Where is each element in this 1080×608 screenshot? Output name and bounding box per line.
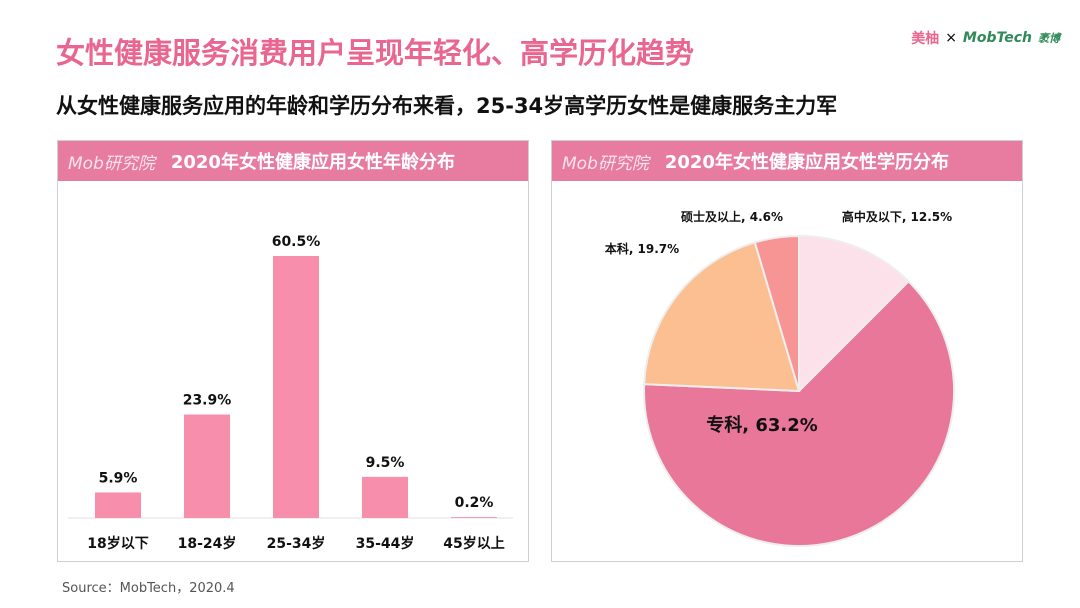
- mobtech-logo: MobTech: [962, 30, 1032, 46]
- bar: [273, 256, 319, 518]
- meiyou-logo: 美柚: [911, 31, 940, 47]
- page-subtitle: 从女性健康服务应用的年龄和学历分布来看，25-34岁高学历女性是健康服务主力军: [56, 94, 838, 118]
- times-sign: ×: [945, 30, 957, 46]
- x-tick-label: 35-44岁: [356, 535, 415, 552]
- x-tick-label: 25-34岁: [267, 535, 326, 552]
- x-tick-label: 18-24岁: [178, 535, 237, 552]
- age-bar-chart: 5.9% 18岁以下 23.9% 18-24岁 60.5% 25-34岁 9.5% 35-44…: [68, 234, 513, 552]
- pie-slice: [798, 234, 911, 394]
- source-note: Source：MobTech，2020.4: [62, 581, 235, 596]
- bar: [184, 414, 230, 518]
- age-chart-title: 2020年女性健康应用女性年龄分布: [170, 152, 455, 173]
- slice-label: 硕士及以上, 4.6%: [681, 209, 783, 224]
- education-pie-chart: 高中及以下, 12.5% 专科, 63.2% 本科, 19.7% 硕士及以上, 4.6…: [605, 209, 955, 547]
- page-title: 女性健康服务消费用户呈现年轻化、高学历化趋势: [56, 36, 695, 70]
- x-tick-label: 45岁以上: [443, 535, 504, 552]
- data-label: 9.5%: [366, 455, 405, 471]
- age-chart-panel: Mob研究院 2020年女性健康应用女性年龄分布 5.9% 18岁以下 23.9% 1…: [57, 140, 529, 562]
- slice-label: 专科, 63.2%: [706, 414, 818, 436]
- mobtech-cn-logo: 袤博: [1038, 32, 1060, 45]
- data-label: 0.2%: [455, 495, 494, 511]
- age-chart-header: Mob研究院 2020年女性健康应用女性年龄分布: [58, 141, 528, 181]
- slice-label: 本科, 19.7%: [605, 241, 679, 256]
- data-label: 60.5%: [272, 234, 321, 250]
- education-chart-title: 2020年女性健康应用女性学历分布: [664, 152, 949, 173]
- partner-logos: 美柚 × MobTech 袤博: [911, 28, 1060, 48]
- education-chart-panel: Mob研究院 2020年女性健康应用女性学历分布 高中及以下, 12.5% 专科,…: [551, 140, 1023, 562]
- x-tick-label: 18岁以下: [87, 535, 148, 552]
- bar: [362, 476, 408, 518]
- pie-slice: [753, 234, 800, 392]
- bar: [95, 492, 141, 518]
- slice-label: 高中及以下, 12.5%: [842, 209, 952, 224]
- data-label: 23.9%: [183, 392, 232, 408]
- education-chart-header: Mob研究院 2020年女性健康应用女性学历分布: [552, 141, 1022, 181]
- mob-research-logo: Mob研究院: [562, 153, 649, 174]
- pie-slice: [643, 241, 801, 393]
- data-label: 5.9%: [99, 470, 138, 486]
- bar: [451, 517, 497, 518]
- mob-research-logo: Mob研究院: [68, 153, 155, 174]
- pie-slice: [643, 279, 955, 547]
